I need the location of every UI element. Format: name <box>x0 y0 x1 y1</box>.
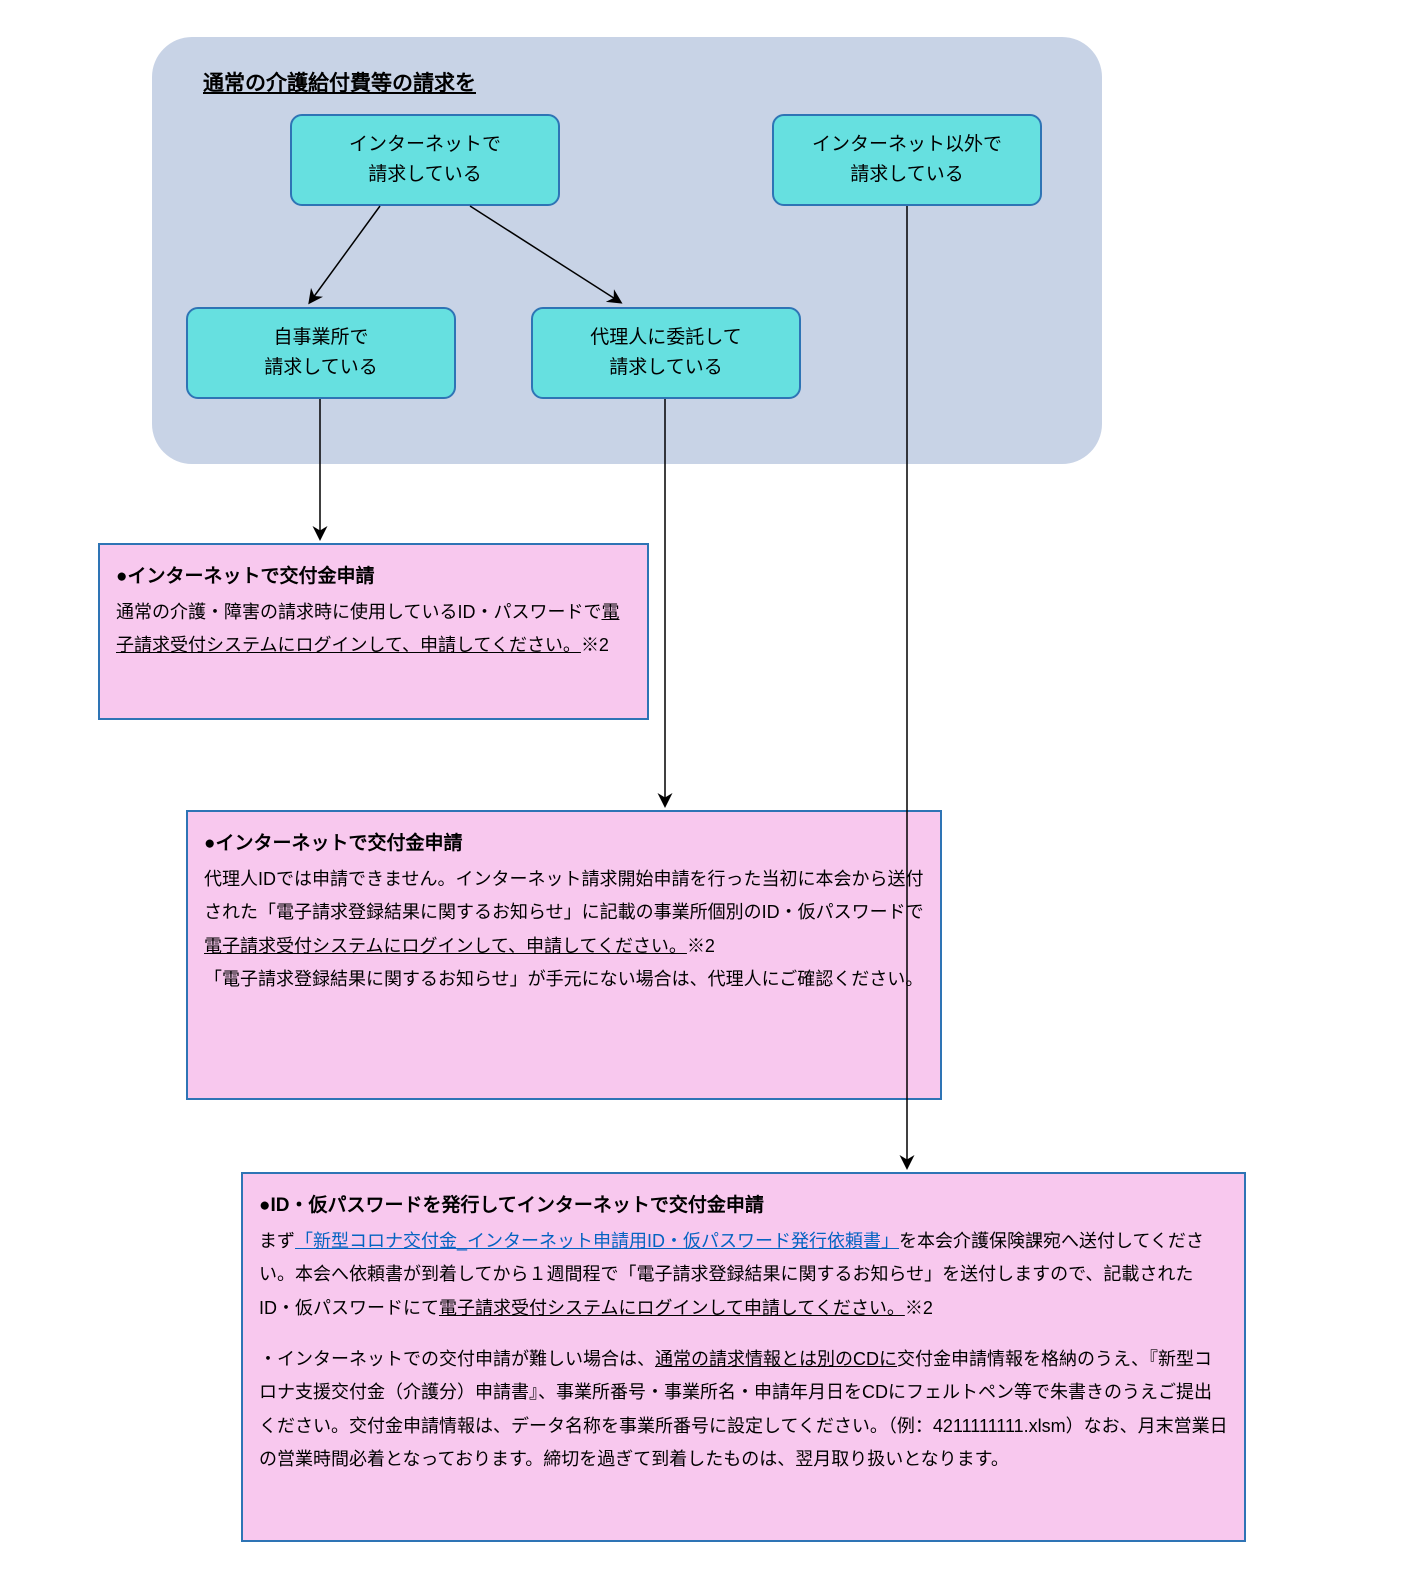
node-line: 請求している <box>850 160 963 190</box>
node-line: インターネットで <box>349 130 501 160</box>
node-self-office: 自事業所で 請求している <box>186 307 456 399</box>
text-run: ※2 <box>905 1298 933 1318</box>
box-body: 「電子請求登録結果に関するお知らせ」が手元にない場合は、代理人にご確認ください。 <box>204 963 924 996</box>
text-underline: 電子請求受付システムにログインして申請してください。 <box>439 1298 905 1318</box>
text-run: 通常の介護・障害の請求時に使用しているID・パスワードで <box>116 602 601 622</box>
node-line: 請求している <box>368 160 481 190</box>
node-line: 請求している <box>609 353 722 383</box>
spacer <box>259 1325 1228 1343</box>
node-line: インターネット以外で <box>812 130 1002 160</box>
box-title: ●ID・仮パスワードを発行してインターネットで交付金申請 <box>259 1188 1228 1223</box>
text-link[interactable]: 「新型コロナ交付金_インターネット申請用ID・仮パスワード発行依頼書」 <box>295 1231 899 1251</box>
text-underline: 通常の請求情報とは別のCDに <box>655 1349 897 1369</box>
text-run: ※2 <box>581 635 609 655</box>
text-run: ※2 <box>687 936 715 956</box>
box-title: ●インターネットで交付金申請 <box>116 559 631 594</box>
text-run: まず <box>259 1231 295 1251</box>
box-body: ・インターネットでの交付申請が難しい場合は、通常の請求情報とは別のCDに交付金申… <box>259 1343 1228 1476</box>
node-line: 請求している <box>264 353 377 383</box>
outcome-self-internet: ●インターネットで交付金申請 通常の介護・障害の請求時に使用しているID・パスワ… <box>98 543 649 720</box>
node-proxy: 代理人に委託して 請求している <box>531 307 801 399</box>
box-title: ●インターネットで交付金申請 <box>204 826 924 861</box>
panel-title: 通常の介護給付費等の請求を <box>203 67 476 97</box>
box-body: 代理人IDでは申請できません。インターネット請求開始申請を行った当初に本会から送… <box>204 863 924 963</box>
text-run: 代理人IDでは申請できません。インターネット請求開始申請を行った当初に本会から送… <box>204 869 924 922</box>
node-line: 代理人に委託して <box>590 323 741 353</box>
diagram-canvas: 通常の介護給付費等の請求を インターネットで 請求している インターネット以外で… <box>0 0 1424 1579</box>
outcome-proxy-internet: ●インターネットで交付金申請 代理人IDでは申請できません。インターネット請求開… <box>186 810 942 1100</box>
text-run: ・インターネットでの交付申請が難しい場合は、 <box>259 1349 655 1369</box>
node-line: 自事業所で <box>273 323 368 353</box>
box-body: まず「新型コロナ交付金_インターネット申請用ID・仮パスワード発行依頼書」を本会… <box>259 1225 1228 1325</box>
box-body: 通常の介護・障害の請求時に使用しているID・パスワードで電子請求受付システムにロ… <box>116 596 631 663</box>
outcome-issue-id: ●ID・仮パスワードを発行してインターネットで交付金申請 まず「新型コロナ交付金… <box>241 1172 1246 1542</box>
context-panel <box>152 37 1102 464</box>
node-internet: インターネットで 請求している <box>290 114 560 206</box>
text-underline: 電子請求受付システムにログインして、申請してください。 <box>204 936 687 956</box>
node-non-internet: インターネット以外で 請求している <box>772 114 1042 206</box>
